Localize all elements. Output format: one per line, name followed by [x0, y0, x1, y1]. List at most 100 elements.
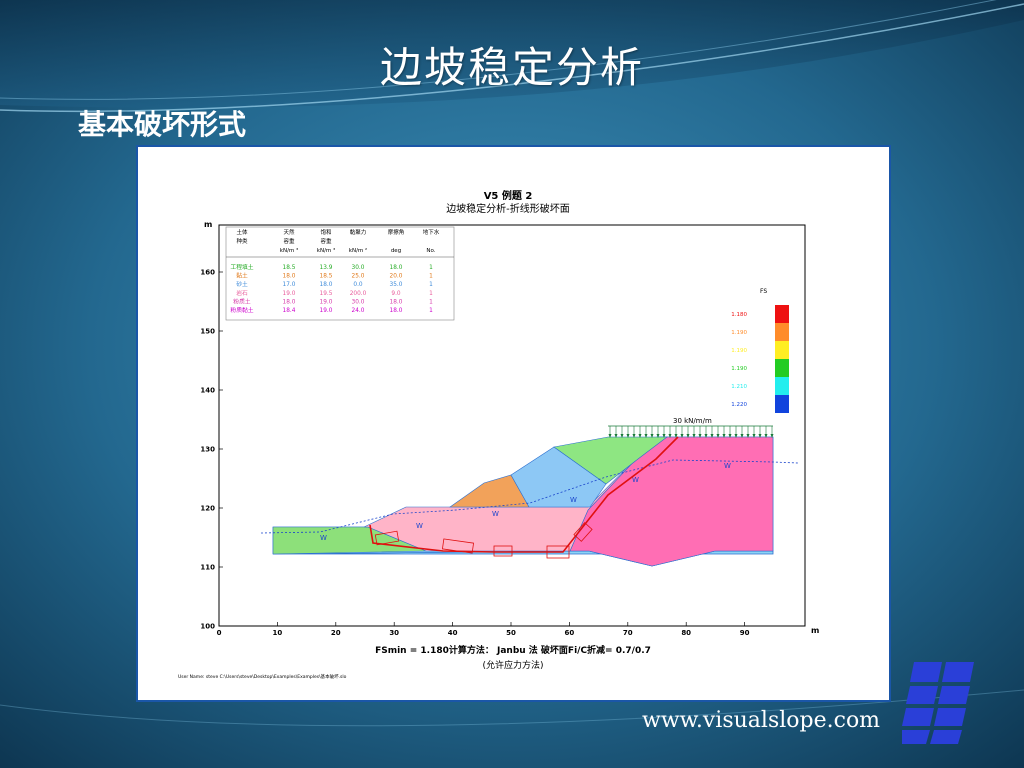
fs-legend-swatch: [775, 323, 789, 341]
load-arrow-head: [680, 434, 684, 438]
load-arrow-head: [638, 434, 642, 438]
fs-legend-value: 1.190: [731, 330, 747, 336]
figure-title: V5 例题 2: [484, 189, 533, 202]
table-cell: 18.0: [390, 308, 403, 314]
water-marker: W: [724, 462, 731, 470]
table-cell: 9.0: [391, 291, 401, 297]
water-marker: W: [632, 476, 639, 484]
table-header-text: 土体: [236, 228, 248, 236]
x-axis-ticks: 0 10 20 30 40 50 60 70 80 90: [217, 622, 750, 637]
table-cell: 1: [429, 299, 433, 305]
x-tick-label: 20: [331, 629, 341, 637]
slide-title: 边坡稳定分析: [379, 43, 644, 92]
table-header-text: 容重: [320, 237, 332, 245]
table-cell: 1: [429, 282, 433, 288]
table-cell: 18.0: [390, 299, 403, 305]
x-tick-label: 40: [448, 629, 458, 637]
water-marker: W: [570, 496, 577, 504]
load-arrow-head: [662, 434, 666, 438]
table-header-text: 地下水: [423, 228, 440, 236]
fs-legend-swatch: [775, 341, 789, 359]
water-marker: W: [492, 510, 499, 518]
load-arrow-head: [710, 434, 714, 438]
x-tick-label: 0: [217, 629, 222, 637]
fs-legend-value: 1.210: [731, 384, 747, 390]
table-cell: 18.4: [283, 308, 296, 314]
fs-legend-swatch: [775, 359, 789, 377]
load-arrow-head: [674, 434, 678, 438]
table-cell: 黏土: [236, 272, 248, 280]
table-cell: 19.0: [283, 291, 296, 297]
water-table-line: [260, 459, 799, 534]
load-arrow-head: [740, 434, 744, 438]
load-arrow-head: [722, 434, 726, 438]
table-cell: 13.9: [320, 265, 333, 271]
x-tick-label: 60: [565, 629, 575, 637]
load-arrow-head: [686, 434, 690, 438]
load-arrow-head: [650, 434, 654, 438]
fs-legend-value: 1.220: [731, 402, 747, 408]
water-marker: W: [416, 522, 423, 530]
result-line: FSmin = 1.180计算方法： Janbu 法 破坏面Fi/C折减= 0.…: [375, 644, 651, 656]
table-header-text: kN/m ³: [280, 247, 298, 254]
table-cell: 1: [429, 291, 433, 297]
soil-layer-silt-pink: [363, 436, 658, 552]
slice-box: [493, 545, 513, 557]
table-cell: 25.0: [352, 274, 365, 280]
table-cell: 粉质黏土: [230, 306, 253, 314]
table-cell: 砂土: [236, 280, 248, 288]
load-arrow-head: [644, 434, 648, 438]
y-tick-label: 110: [200, 564, 215, 572]
fs-legend-title: FS: [760, 288, 767, 295]
table-cell: 1: [429, 308, 433, 314]
fs-legend-value: 1.190: [731, 348, 747, 354]
load-arrow-head: [752, 434, 756, 438]
y-axis-ticks: 100 110 120 130 140 150 160: [200, 269, 223, 631]
slice-box: [573, 522, 593, 542]
method-line: (允许应力方法): [482, 659, 543, 671]
figure-subtitle: 边坡稳定分析-折线形破坏面: [446, 202, 570, 215]
load-arrow-head: [668, 434, 672, 438]
visualslope-logo: [902, 662, 974, 744]
table-cell: 18.5: [320, 274, 333, 280]
file-path-line: User Name: steve C:\Users\steve\Desktop\…: [178, 673, 347, 680]
load-arrow-head: [620, 434, 624, 438]
y-axis-unit: m: [204, 220, 212, 229]
x-tick-label: 50: [506, 629, 516, 637]
table-header-text: deg: [391, 248, 401, 254]
table-cell: 18.5: [283, 265, 296, 271]
y-tick-label: 120: [200, 505, 215, 513]
load-arrow-head: [656, 434, 660, 438]
figure-panel: V5 例题 2 边坡稳定分析-折线形破坏面 m m W W W W W W: [136, 145, 891, 702]
table-cell: 0.0: [353, 282, 363, 288]
table-cell: 30.0: [352, 265, 365, 271]
table-header-text: 容重: [283, 237, 295, 245]
table-cell: 1: [429, 265, 433, 271]
table-header-text: 饱和: [320, 228, 331, 236]
y-tick-label: 100: [200, 623, 215, 631]
load-arrow-head: [614, 434, 618, 438]
soil-layer-sand-blue: [510, 446, 607, 508]
load-label: 30 kN/m/m: [673, 417, 712, 425]
x-tick-label: 30: [389, 629, 399, 637]
load-arrow-head: [758, 434, 762, 438]
soil-layers: [272, 436, 774, 567]
fs-legend: FS 1.180 1.190 1.190 1.190 1.210 1.220: [731, 288, 789, 413]
water-marker: W: [320, 534, 327, 542]
table-cell: 18.0: [320, 282, 333, 288]
table-header-text: 天然: [283, 228, 295, 236]
table-cell: 24.0: [352, 308, 365, 314]
table-cell: 工程填土: [230, 263, 253, 271]
table-header-text: kN/m ³: [317, 247, 335, 254]
x-axis-unit: m: [811, 626, 819, 635]
table-cell: 19.5: [320, 291, 333, 297]
load-arrow-head: [608, 434, 612, 438]
table-cell: 35.0: [390, 282, 403, 288]
table-cell: 20.0: [390, 274, 403, 280]
y-tick-label: 150: [200, 328, 215, 336]
load-arrow-head: [632, 434, 636, 438]
slide-subtitle: 基本破坏形式: [78, 108, 247, 141]
x-tick-label: 10: [273, 629, 283, 637]
load-arrow-head: [746, 434, 750, 438]
y-tick-label: 130: [200, 446, 215, 454]
